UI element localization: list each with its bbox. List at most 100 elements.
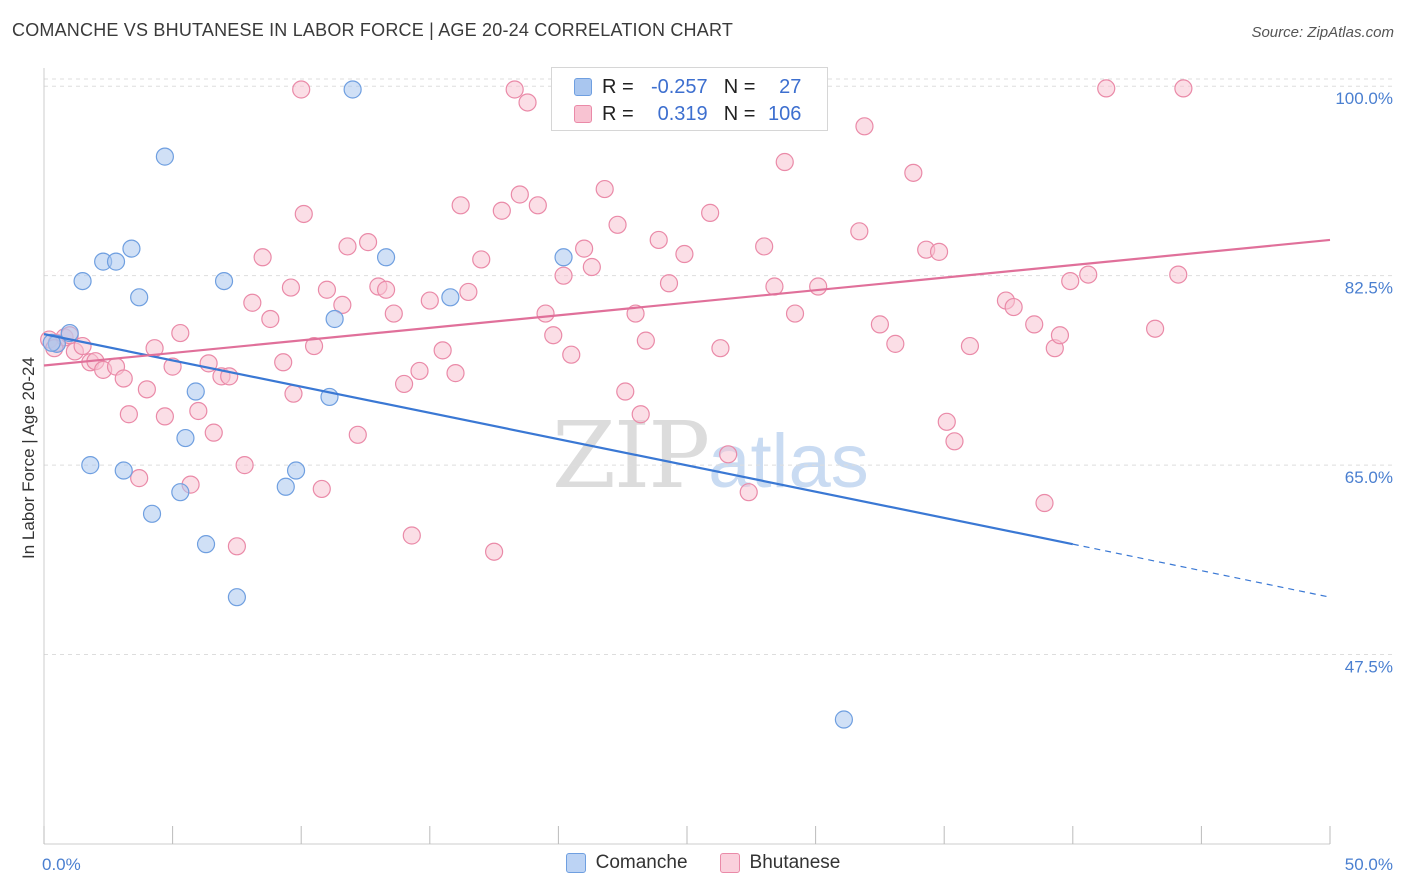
point-comanche: [286, 461, 306, 480]
point-bhutanese: [636, 331, 655, 350]
chart-title: COMANCHE VS BHUTANESE IN LABOR FORCE | A…: [12, 20, 734, 40]
trend-line-bhutanese: [43, 238, 1331, 367]
point-bhutanese: [850, 222, 869, 241]
point-bhutanese: [1061, 271, 1080, 291]
legend-item-comanche[interactable]: Comanche: [565, 852, 688, 874]
point-comanche: [42, 333, 61, 352]
point-bhutanese: [631, 405, 650, 424]
point-comanche: [343, 80, 362, 99]
point-bhutanese: [114, 369, 133, 388]
series-bhutanese-points: [40, 79, 1193, 561]
legend-n-value: 27: [779, 75, 802, 98]
point-bhutanese: [1025, 315, 1044, 334]
point-bhutanese: [554, 266, 573, 285]
point-bhutanese: [616, 382, 635, 401]
point-comanche: [325, 309, 344, 329]
point-comanche: [122, 239, 141, 258]
point-bhutanese: [1097, 79, 1116, 98]
point-comanche: [60, 323, 79, 343]
point-bhutanese: [394, 374, 414, 394]
point-comanche: [130, 288, 149, 307]
point-bhutanese: [626, 304, 645, 323]
point-bhutanese: [459, 282, 478, 302]
point-bhutanese: [294, 204, 313, 224]
point-comanche: [196, 535, 216, 554]
point-bhutanese: [292, 80, 311, 99]
trend-line-extension-comanche: [1072, 543, 1331, 598]
point-bhutanese: [855, 117, 874, 136]
legend-n-label: N =: [723, 102, 756, 125]
point-bhutanese: [420, 291, 439, 310]
point-comanche: [214, 271, 234, 291]
tick-labels: 100.0% 82.5% 65.0% 47.5% 0.0% 50.0%: [42, 89, 1393, 874]
point-bhutanese: [338, 237, 357, 256]
point-bhutanese: [562, 345, 581, 364]
point-bhutanese: [870, 315, 890, 334]
legend-n-value: 106: [768, 102, 802, 125]
legend-r-label: R =: [602, 75, 634, 98]
legend-n-label: N =: [723, 75, 756, 98]
y-tick-label: 82.5%: [1345, 279, 1393, 298]
point-bhutanese: [119, 405, 138, 424]
point-bhutanese: [137, 380, 156, 399]
point-bhutanese: [446, 364, 465, 383]
point-comanche: [114, 461, 133, 480]
point-comanche: [171, 483, 190, 502]
point-bhutanese: [485, 542, 504, 561]
point-bhutanese: [719, 445, 738, 464]
point-bhutanese: [608, 215, 627, 234]
point-bhutanese: [775, 152, 794, 172]
point-bhutanese: [348, 425, 367, 444]
legend-swatch-bhutanese: [574, 105, 592, 123]
point-bhutanese: [1174, 79, 1193, 98]
point-bhutanese: [492, 201, 511, 220]
legend-r-value: -0.257: [650, 75, 708, 98]
point-bhutanese: [472, 250, 491, 269]
point-bhutanese: [281, 278, 301, 297]
point-bhutanese: [384, 304, 403, 323]
y-tick-label: 47.5%: [1345, 658, 1393, 677]
x-tick-label: 0.0%: [42, 855, 81, 874]
point-bhutanese: [937, 412, 956, 431]
point-bhutanese: [518, 93, 537, 112]
point-bhutanese: [505, 80, 524, 99]
point-bhutanese: [1146, 319, 1165, 338]
watermark-zip: ZIP: [552, 402, 710, 509]
point-comanche: [176, 428, 195, 448]
point-bhutanese: [582, 257, 601, 277]
point-bhutanese: [528, 196, 547, 215]
point-bhutanese: [312, 479, 331, 499]
legend-label-comanche: Comanche: [595, 852, 688, 873]
legend-r-label: R =: [602, 102, 634, 125]
trend-line-comanche: [43, 333, 1074, 546]
series-legend: Comanche Bhutanese: [0, 852, 1406, 874]
point-comanche: [227, 588, 246, 607]
point-bhutanese: [765, 277, 784, 296]
point-bhutanese: [904, 163, 923, 182]
point-bhutanese: [304, 336, 324, 356]
point-comanche: [554, 248, 573, 267]
watermark-atlas: atlas: [708, 419, 869, 504]
point-bhutanese: [204, 423, 223, 442]
legend-item-bhutanese[interactable]: Bhutanese: [719, 852, 841, 874]
y-tick-label: 65.0%: [1345, 468, 1393, 487]
point-comanche: [106, 252, 126, 271]
point-comanche: [441, 288, 460, 307]
point-bhutanese: [333, 295, 352, 315]
legend-swatch-comanche: [565, 853, 586, 873]
point-bhutanese: [886, 334, 905, 353]
point-bhutanese: [701, 203, 720, 222]
point-bhutanese: [451, 196, 470, 215]
point-bhutanese: [155, 407, 174, 426]
point-bhutanese: [274, 353, 293, 372]
point-bhutanese: [711, 339, 730, 358]
point-bhutanese: [659, 274, 679, 293]
legend-label-bhutanese: Bhutanese: [749, 852, 841, 873]
point-bhutanese: [1169, 265, 1188, 284]
point-bhutanese: [1004, 297, 1023, 317]
trend-lines: [43, 238, 1331, 598]
point-bhutanese: [575, 239, 594, 258]
point-bhutanese: [317, 280, 337, 299]
point-bhutanese: [261, 309, 280, 329]
